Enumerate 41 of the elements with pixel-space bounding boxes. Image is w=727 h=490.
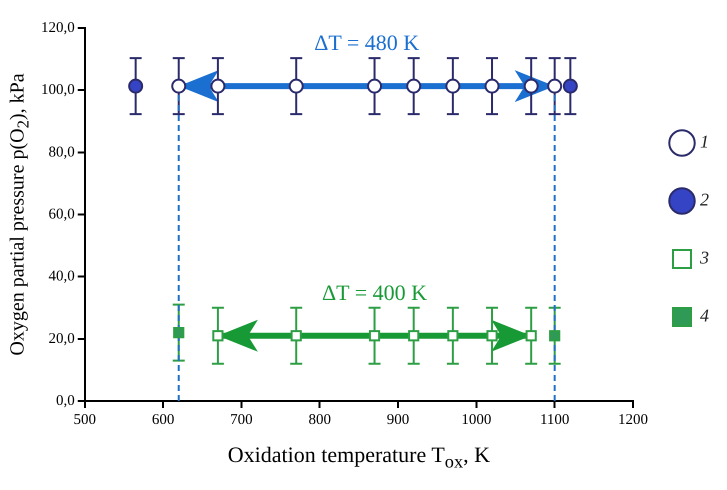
point <box>368 330 380 342</box>
point <box>290 330 302 342</box>
x-tick-label: 1100 <box>540 412 570 428</box>
x-tick-label: 600 <box>152 412 174 428</box>
point <box>128 78 144 94</box>
x-tick-label: 1000 <box>461 412 492 428</box>
x-tick-label: 1200 <box>618 412 648 428</box>
x-tick-label: 700 <box>230 412 253 428</box>
point <box>171 78 186 94</box>
point <box>562 78 578 94</box>
y-tick-label: 80,0 <box>48 144 75 160</box>
legend-label: 4 <box>700 306 709 326</box>
legend-label: 2 <box>700 190 709 210</box>
x-tick-label: 500 <box>74 412 96 428</box>
legend-label: 1 <box>700 132 709 152</box>
y-tick-label: 40,0 <box>48 268 75 285</box>
legend-label: 3 <box>699 248 709 268</box>
y-tick-label: 100,0 <box>41 82 75 98</box>
y-tick-label: 60,0 <box>48 206 75 222</box>
point <box>547 78 562 94</box>
point <box>549 330 560 342</box>
point <box>406 78 422 94</box>
x-tick-label: 800 <box>308 412 331 428</box>
point <box>210 78 226 94</box>
x-tick-label: 900 <box>386 412 410 428</box>
y-tick-label: 20,0 <box>48 330 75 347</box>
point <box>526 330 537 342</box>
point <box>173 327 184 338</box>
point <box>445 78 460 94</box>
y-tick-label: 0,0 <box>56 392 75 409</box>
point <box>486 330 498 342</box>
x-axis-title: Oxidation temperature T$_{ox}$, K <box>226 442 492 472</box>
annotation: ΔT = 400 K <box>321 280 428 306</box>
point <box>288 78 304 94</box>
point <box>484 78 500 94</box>
y-tick-label: 120,0 <box>41 20 75 36</box>
annotation: ΔT = 480 K <box>313 30 420 56</box>
point <box>367 78 382 94</box>
point <box>212 330 224 342</box>
point <box>447 330 458 342</box>
point <box>408 330 420 342</box>
